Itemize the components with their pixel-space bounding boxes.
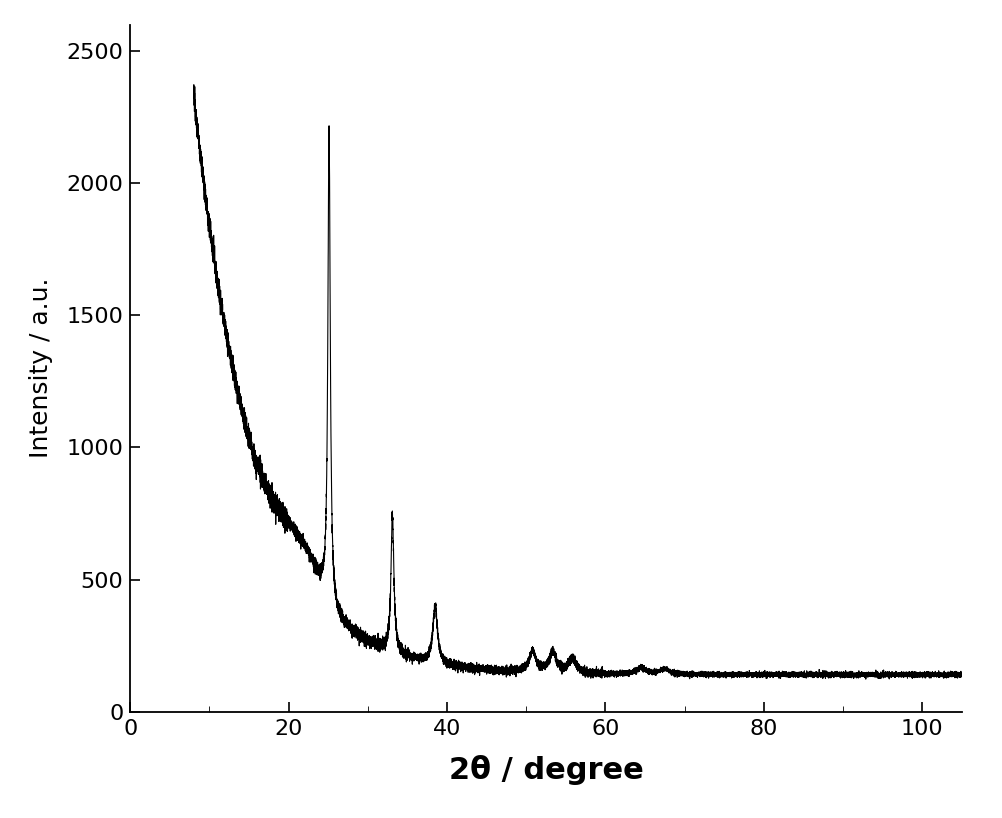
Y-axis label: Intensity / a.u.: Intensity / a.u.: [28, 278, 52, 458]
X-axis label: 2θ / degree: 2θ / degree: [449, 755, 643, 785]
